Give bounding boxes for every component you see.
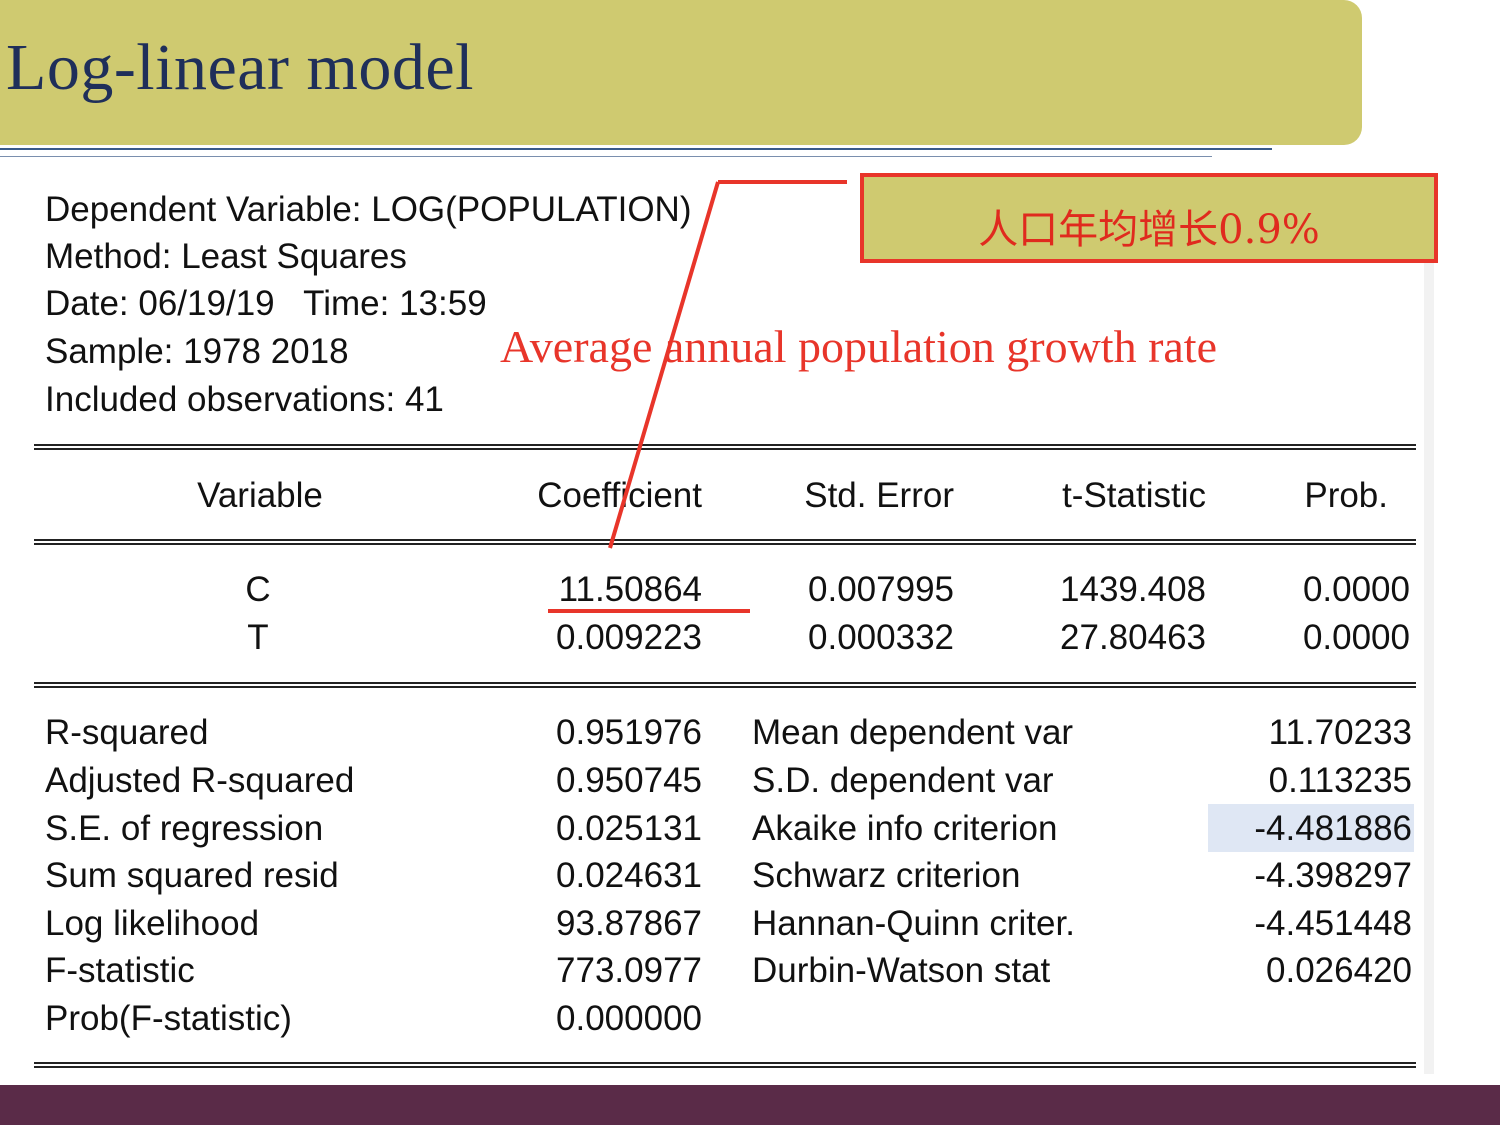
table-cell-std-error: 0.007995 [808,570,954,609]
table-top-rule [34,444,1416,450]
stat-label: Prob(F-statistic) [45,999,292,1038]
column-header-std-error: Std. Error [804,476,954,515]
stat-value: -4.398297 [1254,856,1412,895]
title-bar: Log-linear model [0,0,1362,145]
stat-value: 0.025131 [556,809,702,848]
column-header-variable: Variable [197,476,323,515]
stat-value: -4.481886 [1254,809,1412,848]
footer-bar [0,1085,1500,1125]
aic-highlight [1208,804,1414,852]
stat-label: Hannan-Quinn criter. [752,904,1075,943]
title-rule-thin [0,156,1212,157]
stat-value: 0.951976 [556,713,702,752]
stat-label: Durbin-Watson stat [752,951,1051,990]
title-rule [0,148,1272,150]
pointer-line-diagonal [608,181,720,549]
table-bottom-rule [34,1062,1416,1068]
column-header-prob: Prob. [1304,476,1388,515]
stat-value: 0.113235 [1268,761,1412,800]
table-cell-std-error: 0.000332 [808,618,954,657]
panel-shadow [1424,178,1434,1074]
dependent-variable-line: Dependent Variable: LOG(POPULATION) [45,190,692,229]
table-cell-t-statistic: 1439.408 [1060,570,1206,609]
stat-value: 0.000000 [556,999,702,1038]
column-header-t-statistic: t-Statistic [1062,476,1206,515]
stats-top-rule [34,682,1416,688]
table-cell-coefficient: 0.009223 [556,618,702,657]
stat-label: Mean dependent var [752,713,1074,752]
callout-box: 人口年均增长0.9% [860,173,1438,263]
table-cell-prob: 0.0000 [1302,618,1410,657]
stat-label: Adjusted R-squared [45,761,355,800]
table-cell-prob: 0.0000 [1302,570,1410,609]
stat-value: 0.026420 [1266,951,1412,990]
sample-line: Sample: 1978 2018 [45,332,349,371]
table-cell-variable: T [247,618,269,657]
stat-label: Schwarz criterion [752,856,1021,895]
date-time-line: Date: 06/19/19 Time: 13:59 [45,284,487,323]
header-rule [34,539,1416,545]
slide-title: Log-linear model [6,31,475,104]
annotation-text: Average annual population growth rate [500,321,1217,372]
method-line: Method: Least Squares [45,237,407,276]
stat-value: -4.451448 [1254,904,1412,943]
stat-value: 93.87867 [556,904,702,943]
table-cell-variable: C [245,570,271,609]
stat-value: 773.0977 [556,951,702,990]
stat-value: 0.950745 [556,761,702,800]
stat-label: Sum squared resid [45,856,339,895]
observations-line: Included observations: 41 [45,380,444,419]
callout-text: 人口年均增长0.9% [978,207,1320,253]
stat-value: 0.024631 [556,856,702,895]
stat-label: S.D. dependent var [752,761,1054,800]
stat-label: Log likelihood [45,904,260,943]
stat-label: F-statistic [45,951,195,990]
table-cell-t-statistic: 27.80463 [1060,618,1206,657]
regression-output-panel [22,178,1424,1074]
table-cell-coefficient: 11.50864 [558,570,702,609]
stat-label: Akaike info criterion [752,809,1058,848]
stat-value: 11.70233 [1268,713,1412,752]
stat-label: R-squared [45,713,209,752]
stat-label: S.E. of regression [45,809,324,848]
